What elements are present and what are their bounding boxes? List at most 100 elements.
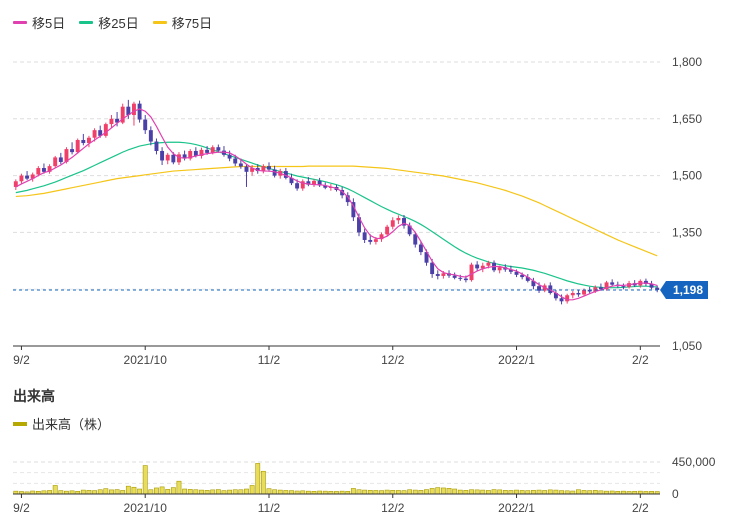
candle-body bbox=[81, 140, 86, 144]
volume-legend: 出来高（株） bbox=[13, 414, 124, 433]
candle-body bbox=[238, 163, 243, 167]
candle-body bbox=[610, 282, 615, 285]
candle-body bbox=[30, 174, 35, 179]
volume-bar bbox=[131, 486, 137, 495]
candle-body bbox=[486, 262, 491, 266]
legend-volume[interactable]: 出来高（株） bbox=[13, 414, 110, 433]
candle-body bbox=[570, 292, 575, 296]
volume-bar bbox=[210, 489, 216, 495]
legend-ma5-swatch bbox=[13, 21, 27, 24]
ma25-line bbox=[15, 141, 658, 289]
volume-x-tick-label: 11/2 bbox=[258, 501, 281, 515]
candle-body bbox=[126, 106, 131, 116]
candle-body bbox=[47, 166, 52, 172]
price-y-tick-label: 1,800 bbox=[672, 55, 702, 69]
volume-bar bbox=[547, 489, 553, 495]
candle-body bbox=[402, 218, 406, 226]
candle-body bbox=[41, 168, 46, 172]
volume-bar bbox=[176, 480, 182, 495]
candle-body bbox=[576, 292, 581, 295]
candle-body bbox=[98, 130, 103, 136]
volume-bar bbox=[92, 490, 97, 495]
volume-bar bbox=[485, 490, 491, 495]
candle-body bbox=[480, 265, 485, 269]
candle-body bbox=[379, 234, 384, 240]
candle-body bbox=[188, 150, 193, 159]
volume-bar bbox=[266, 488, 272, 495]
volume-bar bbox=[412, 489, 418, 495]
candle-body bbox=[283, 171, 288, 178]
legend-ma5[interactable]: 移5日 bbox=[13, 13, 65, 32]
volume-bar bbox=[508, 490, 514, 495]
volume-bar bbox=[215, 489, 221, 495]
volume-bar bbox=[407, 489, 413, 495]
volume-bar bbox=[502, 490, 508, 495]
candle-body bbox=[565, 295, 570, 302]
legend-ma75[interactable]: 移75日 bbox=[152, 13, 213, 32]
volume-bar bbox=[277, 489, 283, 495]
volume-bar bbox=[170, 487, 176, 495]
volume-bar bbox=[227, 489, 233, 495]
volume-bar bbox=[480, 489, 486, 495]
volume-bar bbox=[283, 490, 289, 495]
volume-bar bbox=[576, 489, 581, 495]
candle-body bbox=[13, 181, 18, 187]
volume-bar bbox=[159, 486, 165, 495]
volume-bar bbox=[80, 489, 86, 495]
candle-body bbox=[103, 124, 108, 136]
volume-bar bbox=[395, 490, 401, 495]
candle-body bbox=[345, 195, 350, 203]
candle-body bbox=[520, 274, 525, 278]
volume-bar bbox=[47, 490, 52, 495]
candle-body bbox=[92, 130, 97, 138]
price-y-tick-label: 1,350 bbox=[672, 225, 702, 239]
candle-body bbox=[441, 273, 446, 276]
volume-bar bbox=[165, 489, 171, 495]
volume-bar bbox=[435, 487, 441, 495]
volume-bar bbox=[114, 489, 120, 495]
candle-body bbox=[452, 275, 457, 278]
volume-bar bbox=[120, 490, 126, 495]
candle-body bbox=[261, 166, 266, 172]
legend-volume-label: 出来高（株） bbox=[32, 417, 111, 432]
candle-body bbox=[306, 181, 311, 185]
volume-bar bbox=[255, 463, 261, 495]
price-x-tick-label: 2/2 bbox=[632, 353, 649, 367]
volume-bar bbox=[187, 489, 193, 495]
candle-body bbox=[604, 282, 609, 290]
legend-ma5-label: 移5日 bbox=[32, 16, 66, 31]
candle-body bbox=[385, 226, 390, 235]
candle-body bbox=[25, 175, 30, 179]
price-y-tick-label: 1,050 bbox=[672, 339, 702, 353]
candle-body bbox=[143, 119, 148, 131]
volume-bar bbox=[221, 490, 227, 495]
volume-bar bbox=[97, 489, 103, 495]
candle-body bbox=[53, 157, 58, 167]
candle-body bbox=[227, 154, 232, 159]
legend-ma75-label: 移75日 bbox=[171, 16, 213, 31]
candle-body bbox=[537, 286, 542, 291]
candle-body bbox=[598, 287, 603, 290]
volume-bar bbox=[142, 465, 148, 495]
volume-bar bbox=[452, 488, 458, 495]
candle-body bbox=[267, 166, 271, 170]
candle-body bbox=[514, 271, 519, 275]
candle-body bbox=[289, 177, 294, 184]
volume-bar bbox=[125, 485, 131, 495]
volume-y-tick-label: 0 bbox=[672, 487, 679, 501]
candle-body bbox=[362, 232, 367, 240]
volume-bar bbox=[592, 490, 598, 495]
candle-body bbox=[137, 103, 142, 120]
price-x-tick-label: 11/2 bbox=[258, 353, 281, 367]
candle-body bbox=[497, 267, 502, 271]
candle-body bbox=[58, 157, 63, 162]
candle-body bbox=[373, 239, 378, 242]
price-legend: 移5日 移25日 移75日 bbox=[13, 13, 226, 32]
candle-body bbox=[295, 183, 300, 189]
volume-bar bbox=[474, 489, 480, 495]
volume-bar bbox=[86, 490, 92, 495]
volume-bar bbox=[109, 489, 114, 495]
volume-bar bbox=[418, 490, 424, 495]
legend-ma25[interactable]: 移25日 bbox=[79, 13, 139, 32]
